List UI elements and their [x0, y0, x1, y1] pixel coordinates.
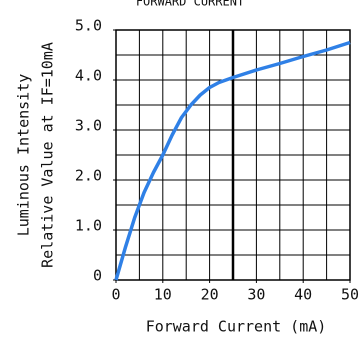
x-tick-label: 50 [341, 286, 359, 304]
y-tick-label: 3.0 [75, 117, 102, 135]
x-axis-title: Forward Current (mA) [146, 318, 327, 336]
plot-frame [115, 29, 351, 281]
y-tick-label: 5.0 [75, 17, 102, 35]
y-axis-title: Relative Value at IF=10mA [39, 42, 57, 268]
data-line [114, 40, 351, 281]
chart-title: FORWARD CURRENT [136, 0, 244, 9]
y-tick-label: 4.0 [75, 67, 102, 85]
x-tick-label: 20 [201, 286, 219, 304]
x-tick-label: 30 [247, 286, 265, 304]
y-tick-label: 0 [93, 267, 102, 285]
y-tick-label: 1.0 [75, 217, 102, 235]
y-tick-label: 2.0 [75, 167, 102, 185]
x-tick-label: 0 [111, 286, 120, 304]
x-tick-label: 10 [154, 286, 172, 304]
y-axis-title: Luminous Intensity [15, 74, 33, 237]
x-tick-label: 40 [294, 286, 312, 304]
